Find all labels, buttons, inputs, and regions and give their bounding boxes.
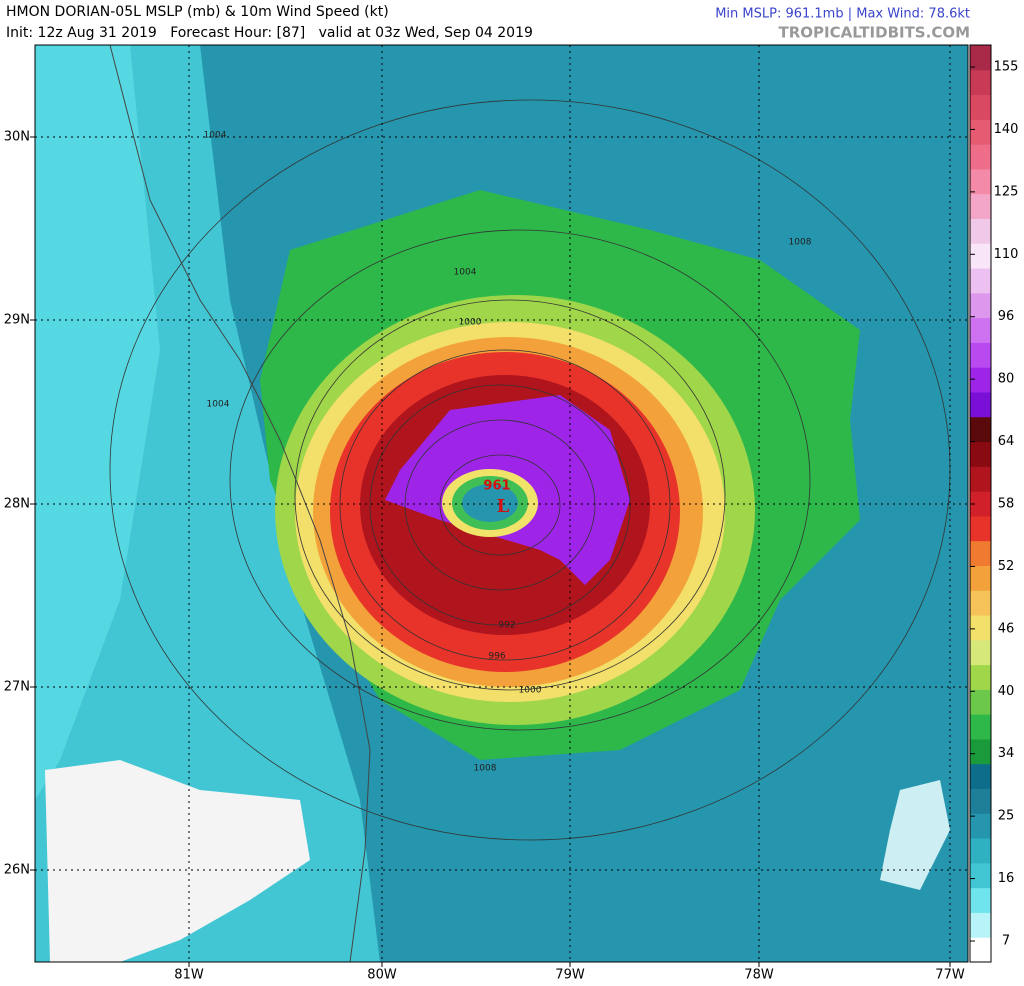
lat-label: 27N	[4, 680, 30, 695]
colorbar-swatch	[970, 862, 991, 889]
colorbar-swatch	[970, 540, 991, 566]
island-calm	[880, 780, 950, 890]
colorbar-label: 16	[998, 871, 1015, 886]
colorbar-label: 46	[998, 621, 1015, 636]
colorbar-label: 34	[998, 746, 1015, 761]
colorbar-swatch	[970, 788, 991, 814]
lat-label: 29N	[4, 313, 30, 328]
colorbar-swatch	[970, 168, 991, 195]
contour-label: 996	[488, 652, 505, 662]
colorbar-label: 140	[994, 122, 1019, 137]
contour-label: 1008	[789, 238, 812, 248]
colorbar-swatch	[970, 565, 991, 591]
colorbar-label: 58	[998, 497, 1015, 512]
colorbar-swatch	[970, 937, 991, 963]
colorbar-swatch	[970, 391, 991, 418]
title: HMON DORIAN-05L MSLP (mb) & 10m Wind Spe…	[6, 4, 389, 20]
colorbar-swatch	[970, 763, 991, 790]
credit: TROPICALTIDBITS.COM	[779, 24, 971, 42]
colorbar-swatch	[970, 912, 991, 938]
colorbar-label: 155	[994, 60, 1019, 75]
lon-label: 81W	[174, 968, 204, 983]
lon-label: 78W	[744, 968, 774, 983]
colorbar-swatch	[970, 69, 991, 96]
lon-label: 80W	[367, 968, 397, 983]
colorbar-swatch	[970, 317, 991, 343]
colorbar-swatch	[970, 441, 991, 467]
contour-label: 1004	[454, 268, 477, 278]
colorbar-label: 96	[998, 309, 1015, 324]
lon-label: 77W	[935, 968, 965, 983]
calm-land	[45, 760, 310, 962]
colorbar-swatch	[970, 714, 991, 740]
map-field: 1004 1000 1000 1004 1008 1004 1008 996 992 961 L	[35, 45, 968, 962]
lat-label: 28N	[4, 497, 30, 512]
low-symbol: L	[497, 496, 510, 517]
colorbar-swatch	[970, 590, 991, 616]
colorbar-swatch	[970, 243, 991, 269]
colorbar-swatch	[970, 664, 991, 690]
colorbar-swatch	[970, 144, 991, 170]
colorbar-swatch	[970, 813, 991, 839]
colorbar-swatch	[970, 689, 991, 715]
coastline	[109, 45, 371, 962]
contour-label: 992	[498, 621, 515, 631]
colorbar-label: 110	[994, 247, 1019, 262]
subtitle: Init: 12z Aug 31 2019 Forecast Hour: [87…	[6, 25, 533, 41]
lon-label: 79W	[555, 968, 585, 983]
colorbar-label: 64	[998, 434, 1015, 449]
stats: Min MSLP: 961.1mb | Max Wind: 78.6kt	[715, 7, 970, 22]
colorbar-swatch	[970, 218, 991, 244]
colorbar-swatch	[970, 367, 991, 393]
colorbar-swatch	[970, 639, 991, 666]
colorbar-swatch	[970, 416, 991, 443]
colorbar-label: 25	[998, 809, 1015, 824]
contour-label: 1008	[474, 764, 497, 774]
colorbar-label: 80	[998, 372, 1015, 387]
contour-label: 1000	[519, 686, 542, 696]
isobars	[109, 99, 951, 841]
colorbar-swatch	[970, 615, 991, 641]
colorbar-swatch	[970, 491, 991, 517]
colorbar-swatch	[970, 292, 991, 319]
colorbar-swatch	[970, 466, 991, 492]
light-wind	[35, 45, 160, 800]
colorbar-swatch	[970, 838, 991, 864]
contour-label: 1004	[204, 131, 227, 141]
center-pressure: 961	[483, 479, 510, 494]
colorbar-swatch	[970, 515, 991, 542]
eye	[462, 484, 518, 522]
contour-label: 1004	[207, 400, 230, 410]
lat-label: 26N	[4, 863, 30, 878]
colorbar-swatch	[970, 45, 991, 71]
colorbar-swatch	[970, 887, 991, 913]
colorbar-label: 7	[1002, 934, 1010, 949]
colorbar-swatch	[970, 119, 991, 145]
colorbar-swatch	[970, 193, 991, 219]
colorbar-swatch	[970, 342, 991, 368]
colorbar-swatch	[970, 94, 991, 120]
lat-label: 30N	[4, 130, 30, 145]
colorbar-label: 40	[998, 684, 1015, 699]
colorbar-swatch	[970, 268, 991, 294]
colorbar-label: 52	[998, 559, 1015, 574]
contour-label: 1000	[459, 318, 482, 328]
colorbar-swatch	[970, 738, 991, 765]
colorbar-label: 125	[994, 184, 1019, 199]
